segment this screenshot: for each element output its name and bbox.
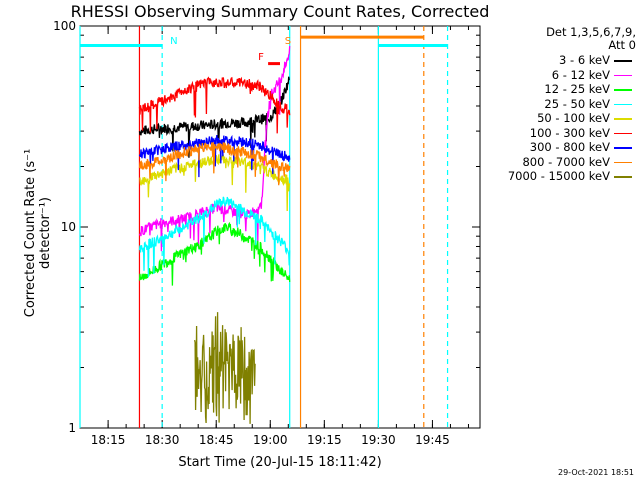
- series-line: [138, 76, 291, 158]
- legend-header-1: Det 1,3,5,6,7,9,: [546, 25, 636, 39]
- legend-label: 12 - 25 keV: [544, 82, 610, 96]
- series-line: [138, 221, 291, 286]
- series-line: [138, 134, 291, 178]
- timestamp: 29-Oct-2021 18:51: [558, 468, 634, 477]
- legend-header-2: Att 0: [608, 38, 636, 52]
- x-axis-label: Start Time (20-Jul-15 18:11:42): [178, 455, 382, 470]
- x-tick-label: 18:45: [199, 433, 234, 447]
- y-tick-label: 1: [68, 421, 76, 435]
- legend-entry: 50 - 100 keV: [486, 111, 636, 126]
- legend-label: 50 - 100 keV: [537, 111, 610, 125]
- legend-entry: 3 - 6 keV: [486, 53, 636, 68]
- legend-label: 300 - 800 keV: [529, 140, 610, 154]
- legend-swatch: [614, 161, 632, 163]
- legend-label: 800 - 7000 keV: [522, 154, 610, 169]
- legend: Det 1,3,5,6,7,9, Att 0 3 - 6 keV 6 - 12 k…: [486, 26, 636, 184]
- x-tick-label: 18:15: [91, 433, 126, 447]
- legend-swatch: [614, 176, 632, 178]
- legend-swatch: [614, 132, 632, 134]
- legend-swatch: [614, 118, 632, 120]
- x-tick-label: 18:30: [145, 433, 180, 447]
- y-tick-label: 100: [53, 19, 76, 33]
- flag-label: S: [285, 36, 291, 47]
- flag-label: F: [258, 52, 264, 63]
- series-line: [193, 312, 256, 424]
- legend-entry: 800 - 7000 keV: [486, 155, 636, 170]
- legend-label: 100 - 300 keV: [529, 125, 610, 140]
- legend-swatch: [614, 103, 632, 105]
- legend-entry: 12 - 25 keV: [486, 82, 636, 97]
- legend-entry: 7000 - 15000 keV: [486, 169, 636, 184]
- legend-label: 3 - 6 keV: [559, 53, 610, 67]
- series-line: [138, 141, 291, 186]
- legend-label: 7000 - 15000 keV: [507, 169, 610, 183]
- legend-entry: 6 - 12 keV: [486, 68, 636, 83]
- legend-swatch: [614, 147, 632, 149]
- x-tick-label: 19:15: [307, 433, 342, 447]
- legend-entry: 25 - 50 keV: [486, 97, 636, 112]
- legend-entry: 100 - 300 keV: [486, 126, 636, 141]
- legend-swatch: [614, 89, 632, 91]
- legend-entry: 300 - 800 keV: [486, 140, 636, 155]
- x-tick-label: 19:30: [361, 433, 396, 447]
- series-line: [138, 76, 291, 134]
- legend-swatch: [614, 60, 632, 62]
- legend-swatch: [614, 74, 632, 76]
- x-tick-label: 19:00: [253, 433, 288, 447]
- y-tick-label: 10: [61, 220, 76, 234]
- x-tick-label: 19:45: [415, 433, 450, 447]
- legend-label: 25 - 50 keV: [544, 96, 610, 111]
- chart-title: RHESSI Observing Summary Count Rates, Co…: [70, 2, 490, 21]
- flag-label: N: [170, 36, 177, 47]
- series-line: [138, 196, 291, 278]
- legend-label: 6 - 12 keV: [551, 67, 610, 82]
